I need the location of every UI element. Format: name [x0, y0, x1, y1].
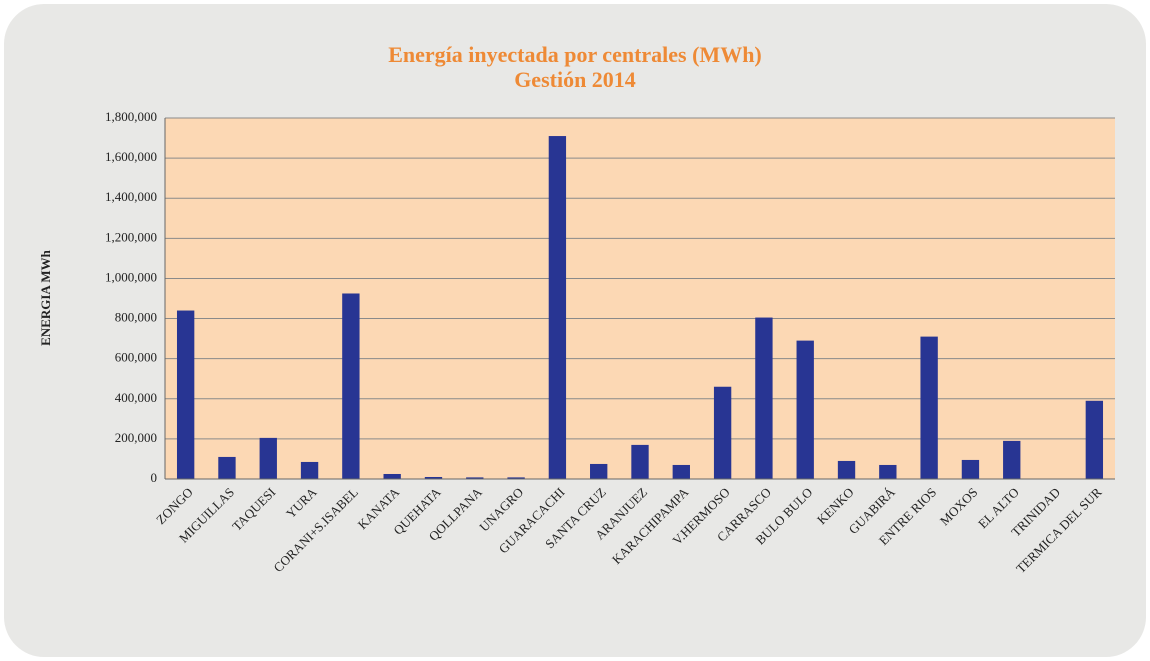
- bar: [631, 444, 649, 479]
- y-tick-label: 1,000,000: [105, 269, 157, 284]
- bar: [796, 340, 814, 479]
- bar: [755, 317, 773, 479]
- y-axis-label: ENERGIA MWh: [38, 249, 53, 345]
- bar: [218, 456, 236, 479]
- y-tick-label: 1,400,000: [105, 189, 157, 204]
- bar: [300, 461, 319, 479]
- bar: [176, 310, 195, 479]
- chart-subtitle: Gestión 2014: [514, 67, 636, 92]
- bar: [837, 460, 856, 479]
- y-tick-label: 0: [151, 470, 158, 485]
- bar: [383, 473, 401, 479]
- bar: [342, 293, 360, 479]
- plot-area: [165, 118, 1115, 479]
- y-tick-label: 800,000: [115, 310, 157, 325]
- bar: [672, 464, 690, 479]
- y-tick-label: 1,800,000: [105, 109, 157, 124]
- bar: [879, 464, 897, 479]
- bars: [176, 136, 1104, 480]
- y-tick-label: 200,000: [115, 430, 157, 445]
- bar: [1085, 400, 1104, 479]
- bar: [590, 463, 608, 479]
- y-tick-label: 400,000: [115, 390, 157, 405]
- bar: [713, 386, 732, 479]
- y-tick-label: 1,600,000: [105, 149, 157, 164]
- bar: [1003, 440, 1021, 479]
- y-tick-label: 600,000: [115, 350, 157, 365]
- bar: [507, 477, 525, 479]
- chart-title: Energía inyectada por centrales (MWh): [388, 42, 762, 67]
- bar: [466, 477, 484, 479]
- bar: [961, 459, 980, 479]
- bar: [548, 136, 567, 480]
- bar: [424, 476, 443, 479]
- bar: [920, 336, 938, 479]
- bar: [259, 437, 277, 479]
- y-tick-label: 1,200,000: [105, 229, 157, 244]
